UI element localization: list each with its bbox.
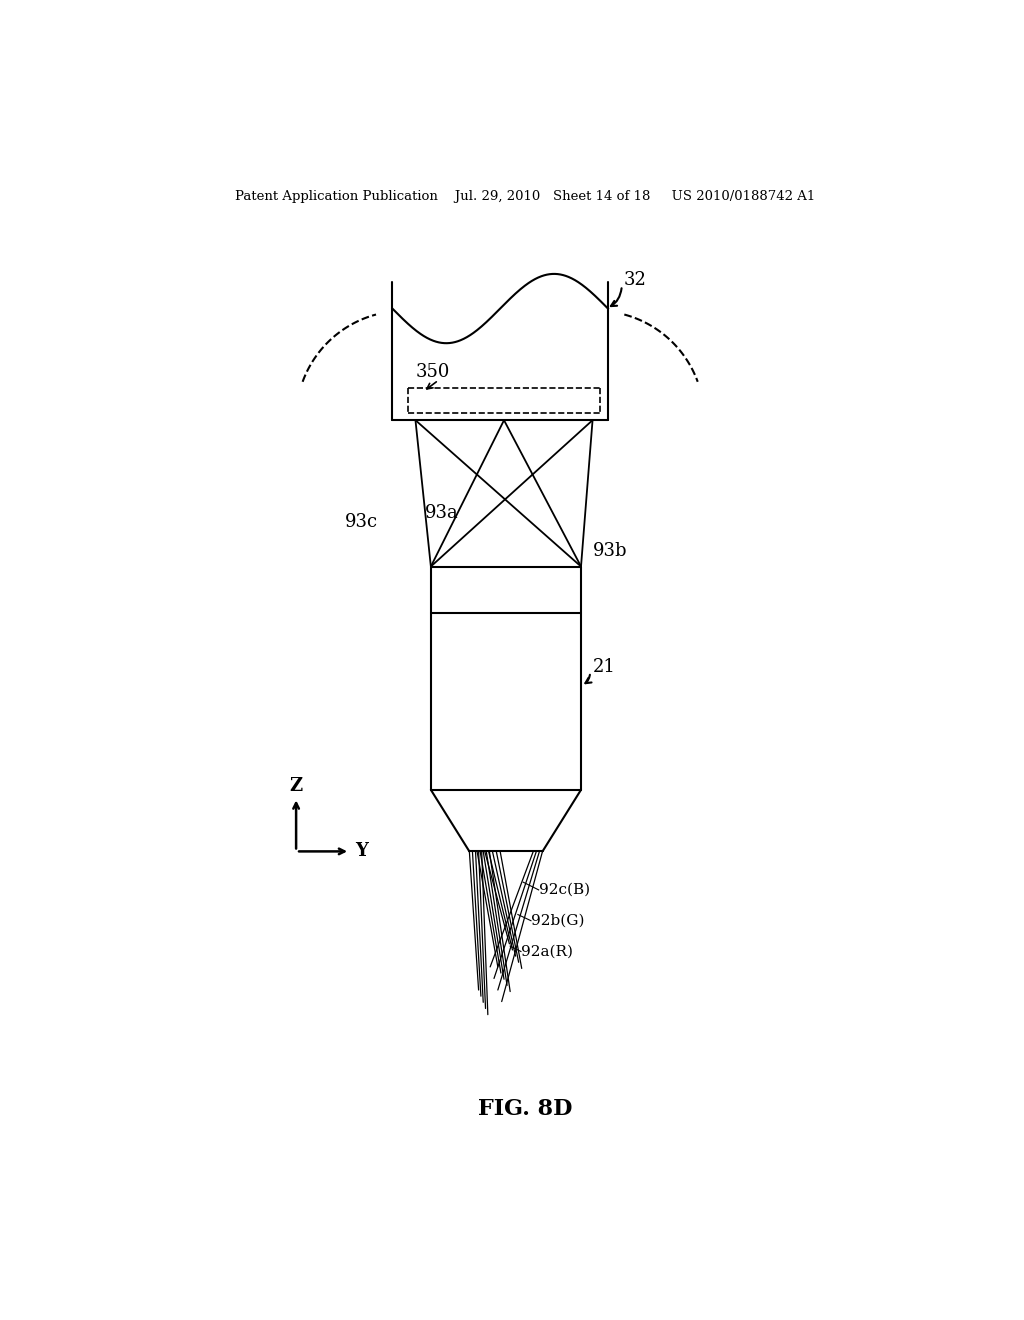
- Text: 93a: 93a: [425, 504, 459, 521]
- Text: Patent Application Publication    Jul. 29, 2010   Sheet 14 of 18     US 2010/018: Patent Application Publication Jul. 29, …: [234, 190, 815, 203]
- Text: 92b(G): 92b(G): [531, 913, 585, 928]
- Text: 92a(R): 92a(R): [521, 945, 573, 958]
- Text: Y: Y: [355, 842, 368, 861]
- Text: 93c: 93c: [345, 513, 379, 531]
- Text: 21: 21: [593, 657, 615, 676]
- Text: Z: Z: [290, 777, 303, 795]
- Text: 32: 32: [624, 271, 646, 289]
- Text: 350: 350: [416, 363, 450, 381]
- Text: 93b: 93b: [593, 543, 627, 560]
- Text: 92c(B): 92c(B): [539, 883, 590, 896]
- Text: FIG. 8D: FIG. 8D: [477, 1098, 572, 1121]
